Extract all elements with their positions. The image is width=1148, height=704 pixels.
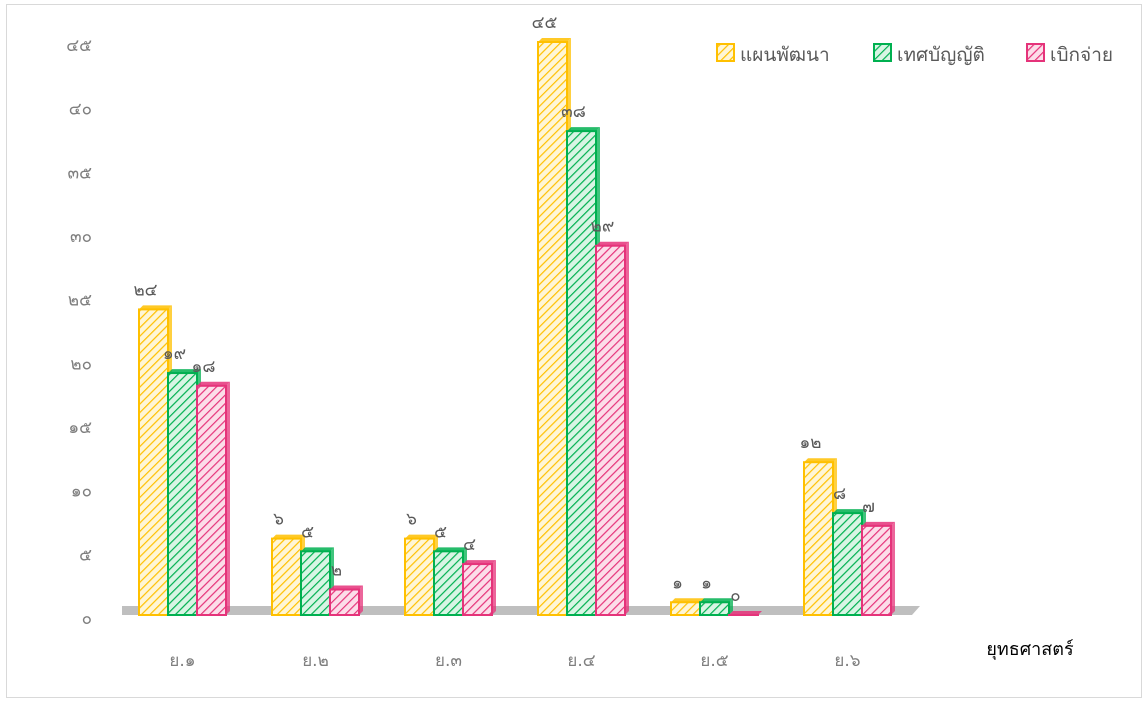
data-label: ๕ (434, 522, 447, 542)
legend-swatch (873, 43, 892, 62)
data-label: ๐ (730, 586, 740, 606)
data-label: ๖ (406, 510, 417, 530)
y-axis: ๐ ๕ ๑๐ ๑๕ ๒๐ ๒๕ ๓๐ ๓๕ ๔๐ ๔๕ (66, 36, 92, 629)
legend-item: เทศบัญญัติ (873, 43, 985, 66)
chart-floor (122, 606, 920, 615)
bars (138, 38, 895, 617)
y-tick-label: ๔๕ (66, 36, 92, 56)
legend-item: แผนพัฒนา (716, 43, 830, 66)
legend-label: แผนพัฒนา (740, 44, 830, 66)
bar (861, 521, 895, 616)
y-tick-label: ๒๐ (70, 354, 92, 374)
y-tick-label: ๓๐ (70, 227, 92, 247)
x-tick-label: ย.๕ (700, 651, 728, 671)
x-tick-label: ย.๔ (567, 651, 595, 671)
data-label: ๑ (701, 573, 712, 593)
x-tick-label: ย.๒ (302, 651, 329, 671)
legend-swatch (716, 43, 735, 62)
data-label: ๖ (273, 510, 284, 530)
y-tick-label: ๓๕ (68, 163, 93, 183)
data-label: ๓๘ (561, 102, 586, 122)
legend-swatch (1026, 43, 1045, 62)
bar (462, 560, 496, 616)
bar (728, 611, 762, 617)
data-label: ๘ (833, 484, 846, 504)
data-label: ๒๔ (133, 280, 157, 300)
bar (196, 381, 230, 616)
data-label: ๗ (862, 497, 875, 517)
bar (670, 598, 704, 616)
data-label: ๑๒ (800, 433, 822, 453)
x-tick-label: ย.๖ (834, 651, 860, 671)
legend-label: เบิกจ่าย (1050, 44, 1113, 66)
legend-label: เทศบัญญัติ (897, 44, 985, 66)
x-tick-label: ย.๓ (435, 651, 462, 671)
y-tick-label: ๒๕ (68, 291, 92, 311)
bar (329, 585, 363, 616)
data-label: ๑ (672, 573, 683, 593)
x-axis-title: ยุทธศาสตร์ (986, 639, 1074, 660)
floor-plane (122, 606, 920, 615)
bar (300, 547, 334, 616)
y-tick-label: ๐ (82, 609, 92, 629)
data-label: ๕ (301, 522, 314, 542)
data-label: ๑๘ (192, 357, 216, 377)
y-tick-label: ๕ (79, 545, 92, 565)
legend: แผนพัฒนา เทศบัญญัติ เบิกจ่าย (716, 43, 1113, 66)
x-axis: ย.๑ ย.๒ ย.๓ ย.๔ ย.๕ ย.๖ (169, 651, 860, 671)
y-tick-label: ๑๐ (71, 482, 92, 502)
data-label: ๔ (463, 535, 476, 555)
y-tick-label: ๑๕ (68, 418, 92, 438)
x-tick-label: ย.๑ (169, 651, 195, 671)
bar (404, 534, 438, 616)
data-label: ๒๙ (591, 217, 615, 237)
data-label: ๑๙ (163, 344, 186, 364)
data-label: ๔๕ (532, 13, 558, 33)
data-label: ๒ (331, 561, 342, 581)
y-tick-label: ๔๐ (69, 100, 92, 120)
legend-item: เบิกจ่าย (1026, 43, 1113, 66)
bar (595, 241, 629, 616)
bar (699, 598, 733, 616)
